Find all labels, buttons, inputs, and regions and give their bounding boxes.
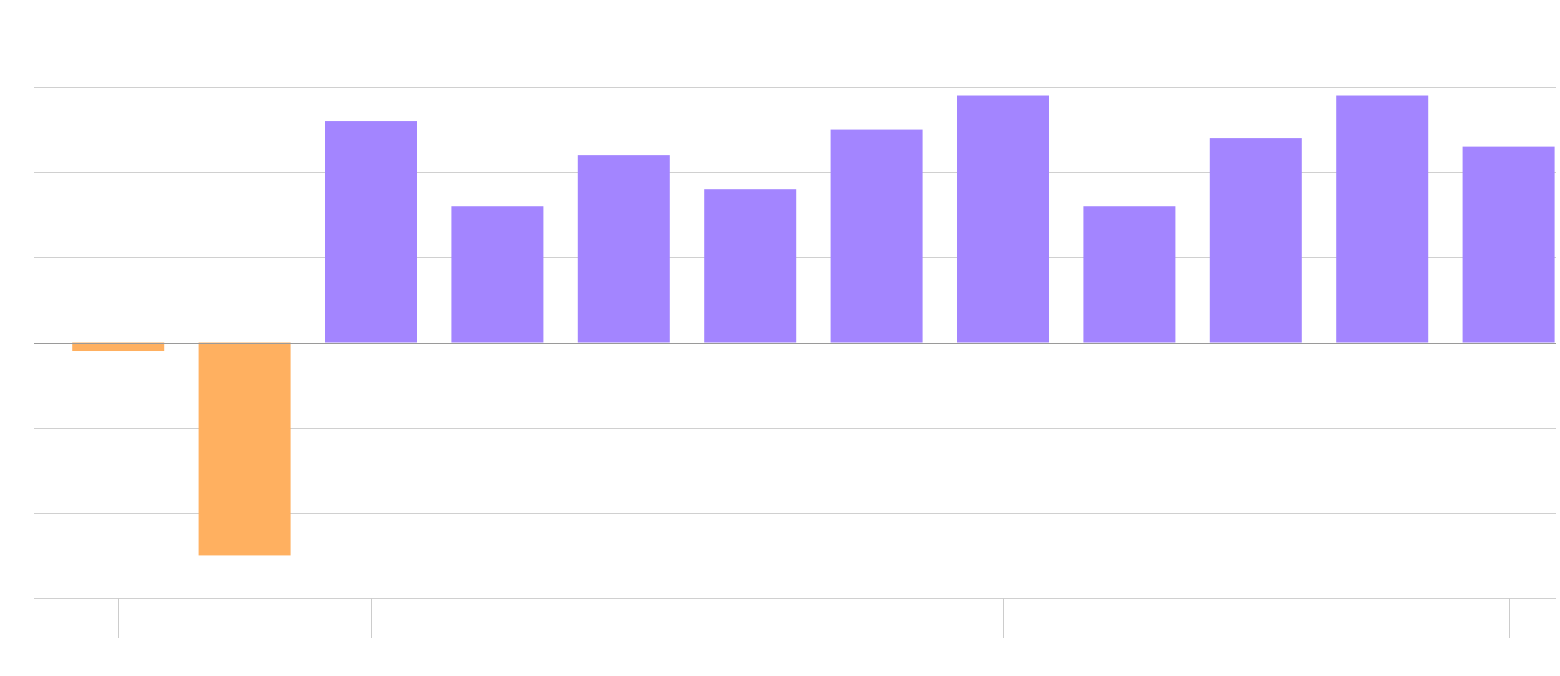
- bar: [72, 342, 165, 352]
- bar: [325, 121, 417, 343]
- bar: [1209, 138, 1302, 343]
- bar: [1083, 206, 1176, 343]
- bar: [957, 95, 1049, 343]
- bar: [577, 155, 670, 343]
- bar: [451, 206, 544, 343]
- bar: [704, 189, 797, 343]
- bar: [830, 129, 923, 343]
- bar: [1336, 95, 1429, 343]
- bar: [198, 342, 291, 556]
- bar: [1462, 146, 1555, 343]
